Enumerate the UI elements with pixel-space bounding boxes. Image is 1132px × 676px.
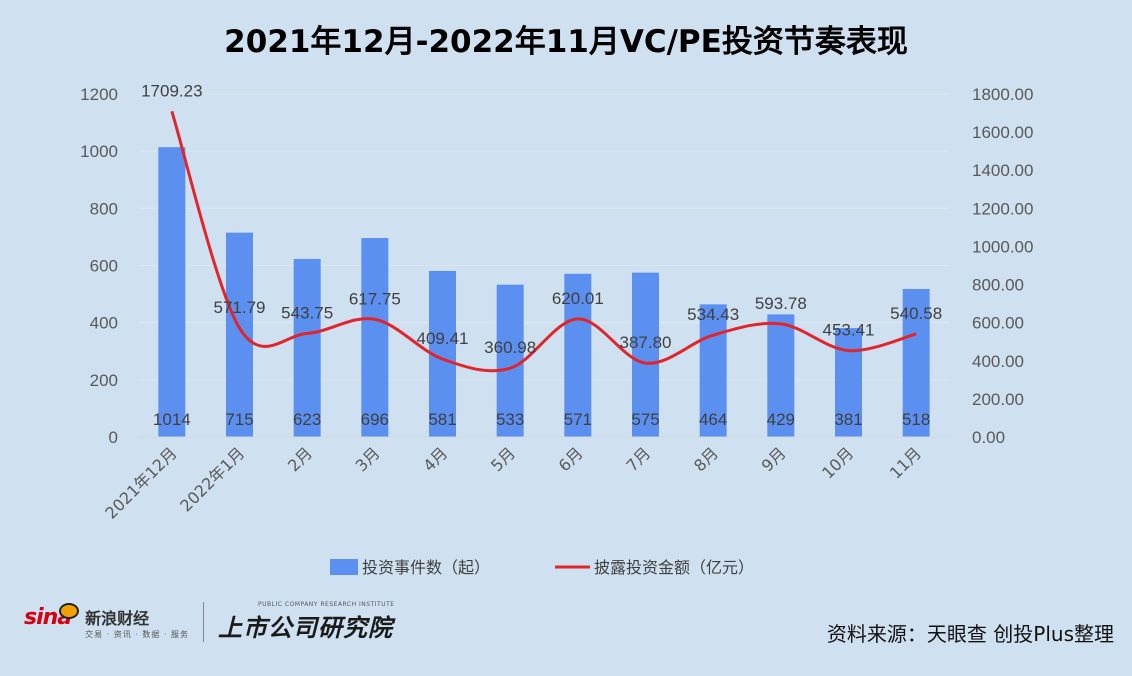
y-right-tick-label: 1000.00 — [972, 237, 1033, 256]
bar-data-label: 581 — [428, 410, 456, 429]
line-path — [170, 110, 917, 373]
line-data-label: 543.75 — [281, 303, 333, 322]
bar-data-label: 571 — [564, 410, 592, 429]
line-data-label: 593.78 — [755, 294, 807, 313]
bar-data-label: 1014 — [153, 410, 191, 429]
bar-data-label: 715 — [225, 410, 253, 429]
line-data-label: 1709.23 — [141, 81, 202, 100]
legend-bar-label: 投资事件数（起） — [362, 558, 490, 577]
y-right-tick-label: 1600.00 — [972, 123, 1033, 142]
bar — [293, 258, 321, 437]
y-right-tick-label: 1800.00 — [972, 85, 1033, 104]
bar — [835, 328, 862, 437]
bar — [564, 273, 592, 437]
line-data-label: 453.41 — [823, 321, 875, 340]
bar — [496, 284, 524, 437]
y-left-tick-label: 1000 — [80, 142, 118, 161]
research-institute-en: PUBLIC COMPANY RESEARCH INSTITUTE — [258, 601, 395, 608]
sina-logo: sina 新浪财经 交易 · 资讯 · 数据 · 服务 — [24, 602, 189, 640]
bar-data-label: 623 — [293, 410, 321, 429]
y-left-tick-label: 800 — [90, 199, 118, 218]
y-right-tick-label: 600.00 — [972, 314, 1024, 333]
bar — [767, 314, 795, 437]
legend: 投资事件数（起） 披露投资金额（亿元） — [330, 558, 754, 577]
line-data-label: 360.98 — [484, 338, 536, 357]
line-data-label: 409.41 — [417, 329, 469, 348]
line-series — [170, 110, 917, 373]
bar-data-label: 464 — [699, 410, 727, 429]
bar — [158, 147, 186, 438]
bar-data-label: 429 — [767, 410, 795, 429]
bar — [902, 288, 930, 437]
y-right-tick-label: 200.00 — [972, 390, 1024, 409]
sina-subtitle: 交易 · 资讯 · 数据 · 服务 — [85, 629, 190, 639]
chart-title: 2021年12月-2022年11月VC/PE投资节奏表现 — [224, 24, 908, 60]
bar — [632, 272, 659, 437]
y-right-tick-label: 1400.00 — [972, 161, 1033, 180]
sina-name: 新浪财经 — [85, 608, 150, 628]
bar-data-label: 381 — [834, 410, 862, 429]
bar-data-label: 518 — [902, 410, 930, 429]
source-note: 资料来源：天眼查 创投Plus整理 — [826, 622, 1114, 646]
line-data-label: 387.80 — [620, 333, 672, 352]
y-right-tick-label: 400.00 — [972, 352, 1024, 371]
bar-data-label: 533 — [496, 410, 524, 429]
legend-bar-swatch — [330, 559, 358, 575]
line-data-label: 534.43 — [687, 305, 739, 324]
sina-eye-icon — [59, 602, 80, 619]
research-institute-cn: 上市公司研究院 — [218, 613, 394, 642]
line-data-label: 540.58 — [890, 304, 942, 323]
y-right-tick-label: 0.00 — [972, 428, 1005, 447]
sina-text-block: 新浪财经 交易 · 资讯 · 数据 · 服务 — [85, 605, 189, 640]
line-data-label: 620.01 — [552, 289, 604, 308]
legend-line-label: 披露投资金额（亿元） — [594, 558, 754, 577]
bar-series — [158, 147, 930, 438]
bar-data-label: 696 — [361, 410, 389, 429]
bar — [699, 304, 727, 437]
research-institute-logo: PUBLIC COMPANY RESEARCH INSTITUTE 上市公司研究… — [218, 601, 394, 643]
data-labels: 1014 715 623 696 581 533 571 575 464 429 381 518 170… — [141, 81, 942, 429]
line-data-label: 617.75 — [349, 289, 401, 308]
y-left-tick-label: 0 — [109, 428, 118, 447]
logo-divider — [203, 602, 205, 642]
bar — [226, 232, 253, 437]
y-right-tick-label: 800.00 — [972, 276, 1024, 295]
y-left-tick-label: 200 — [90, 371, 118, 390]
bar — [361, 238, 389, 437]
y-right-tick-label: 1200.00 — [972, 199, 1033, 218]
bar-data-label: 575 — [631, 410, 659, 429]
y-left-tick-label: 1200 — [80, 85, 118, 104]
y-left-tick-label: 400 — [90, 314, 118, 333]
y-left-tick-label: 600 — [90, 257, 118, 276]
footer-logos: sina 新浪财经 交易 · 资讯 · 数据 · 服务 PUBLIC COMPA… — [24, 600, 395, 644]
line-data-label: 571.79 — [214, 298, 266, 317]
